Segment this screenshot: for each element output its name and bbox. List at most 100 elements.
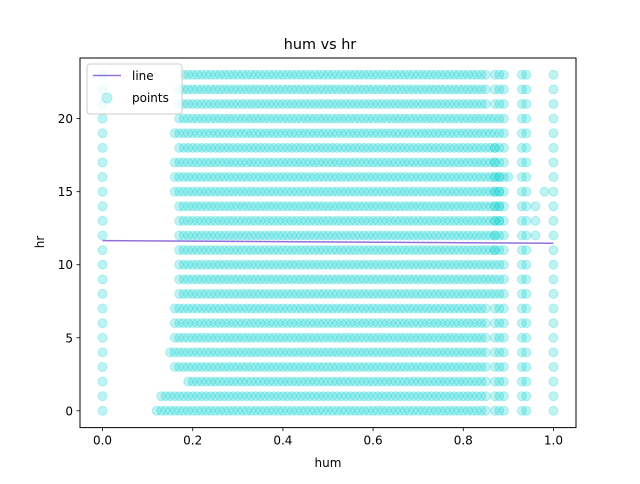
scatter-point	[97, 245, 108, 256]
scatter-point	[332, 347, 343, 358]
scatter-point	[264, 259, 275, 270]
scatter-point	[368, 157, 379, 168]
scatter-point	[471, 288, 482, 299]
scatter-point	[476, 274, 487, 285]
scatter-point	[386, 288, 397, 299]
scatter-point	[386, 172, 397, 183]
scatter-point	[480, 303, 491, 314]
scatter-point	[187, 288, 198, 299]
scatter-point	[187, 201, 198, 212]
scatter-point	[372, 288, 383, 299]
scatter-point	[354, 376, 365, 387]
scatter-point	[291, 303, 302, 314]
scatter-point	[462, 259, 473, 270]
scatter-point	[192, 391, 203, 402]
scatter-point	[516, 128, 527, 139]
scatter-point	[192, 157, 203, 168]
scatter-point	[453, 259, 464, 270]
scatter-point	[304, 128, 315, 139]
scatter-point	[259, 215, 270, 226]
scatter-point	[318, 142, 329, 153]
scatter-point	[548, 186, 559, 197]
scatter-point	[390, 274, 401, 285]
scatter-point	[259, 113, 270, 124]
scatter-point	[259, 157, 270, 168]
scatter-point	[250, 391, 261, 402]
scatter-point	[413, 245, 424, 256]
scatter-point	[516, 332, 527, 343]
scatter-point	[201, 201, 212, 212]
scatter-point	[548, 274, 559, 285]
scatter-point	[178, 391, 189, 402]
scatter-point	[282, 391, 293, 402]
scatter-point	[395, 405, 406, 416]
scatter-point	[494, 142, 505, 153]
scatter-point	[350, 288, 361, 299]
scatter-point	[498, 347, 509, 358]
scatter-point	[516, 347, 527, 358]
scatter-point	[295, 113, 306, 124]
scatter-point	[345, 347, 356, 358]
scatter-point	[295, 157, 306, 168]
scatter-point	[250, 405, 261, 416]
scatter-point	[381, 391, 392, 402]
scatter-point	[323, 318, 333, 329]
scatter-point	[304, 172, 315, 183]
scatter-point	[399, 361, 410, 372]
scatter-point	[250, 259, 261, 270]
scatter-point	[223, 274, 234, 285]
x-tick-label: 0.6	[364, 434, 383, 448]
scatter-point	[449, 318, 460, 329]
scatter-point	[196, 201, 207, 212]
scatter-point	[368, 142, 379, 153]
scatter-point	[255, 128, 266, 139]
scatter-point	[431, 230, 442, 241]
scatter-point	[417, 230, 428, 241]
scatter-point	[169, 391, 180, 402]
scatter-point	[174, 405, 185, 416]
scatter-point	[196, 274, 207, 285]
scatter-point	[381, 332, 392, 343]
scatter-point	[516, 230, 527, 241]
scatter-point	[97, 215, 108, 226]
scatter-point	[304, 318, 315, 329]
scatter-point	[282, 128, 293, 139]
scatter-point	[494, 172, 505, 183]
scatter-point	[332, 128, 343, 139]
scatter-point	[178, 113, 189, 124]
scatter-point	[413, 376, 424, 387]
scatter-point	[332, 391, 343, 402]
scatter-point	[386, 230, 397, 241]
scatter-point	[259, 318, 270, 329]
scatter-point	[404, 405, 415, 416]
scatter-point	[381, 157, 392, 168]
scatter-point	[332, 245, 343, 256]
scatter-point	[255, 376, 266, 387]
scatter-point	[485, 259, 496, 270]
scatter-point	[255, 142, 266, 153]
scatter-point	[246, 318, 257, 329]
scatter-point	[422, 172, 433, 183]
scatter-point	[471, 215, 482, 226]
scatter-point	[548, 303, 559, 314]
scatter-point	[336, 230, 347, 241]
scatter-points-layer	[97, 69, 559, 416]
scatter-point	[444, 201, 455, 212]
scatter-point	[223, 157, 234, 168]
scatter-point	[471, 157, 482, 168]
scatter-point	[232, 259, 243, 270]
scatter-point	[548, 347, 559, 358]
scatter-point	[516, 391, 527, 402]
scatter-point	[237, 303, 248, 314]
scatter-point	[205, 259, 216, 270]
scatter-point	[453, 303, 464, 314]
scatter-point	[214, 259, 225, 270]
scatter-point	[399, 259, 410, 270]
legend: line points	[86, 63, 183, 115]
scatter-point	[219, 274, 230, 285]
scatter-point	[395, 215, 406, 226]
scatter-point	[300, 405, 311, 416]
scatter-point	[444, 303, 455, 314]
scatter-point	[413, 274, 424, 285]
scatter-point	[282, 215, 293, 226]
